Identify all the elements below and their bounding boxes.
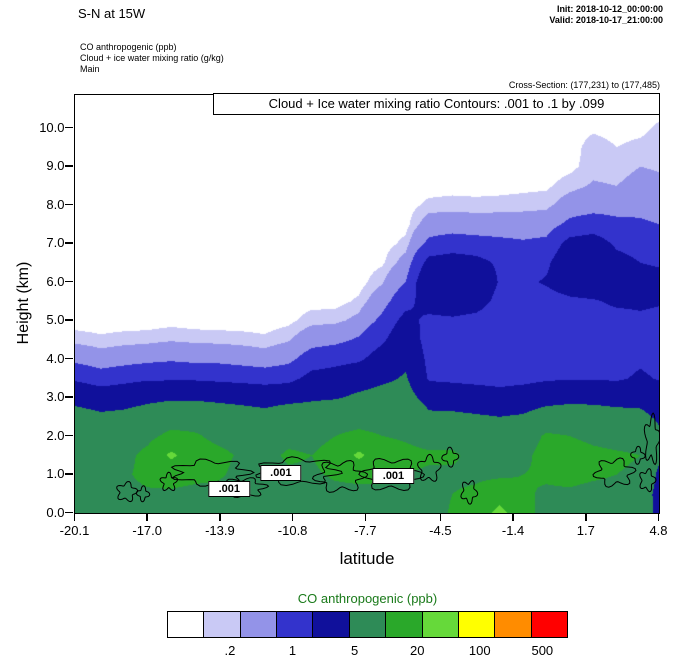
colorbar-label: 20: [409, 643, 425, 658]
cloud-contour-line: [135, 484, 150, 502]
y-tick-mark: [65, 242, 73, 244]
y-tick-label: 4.0: [46, 350, 65, 366]
y-tick-label: 2.0: [46, 427, 65, 443]
y-tick-label: 7.0: [46, 235, 65, 251]
cloud-contour-line: [643, 411, 659, 465]
x-tick-label: -17.0: [132, 522, 163, 538]
cloud-contour-line: [158, 471, 178, 491]
colorbar-cell: [385, 611, 423, 638]
field-list: CO anthropogenic (ppb) Cloud + ice water…: [80, 42, 224, 75]
contour-info-box: Cloud + Ice water mixing ratio Contours:…: [213, 93, 660, 115]
colorbar-cell: [239, 611, 278, 638]
y-tick-label: 3.0: [46, 389, 65, 405]
colorbar-cell: [348, 611, 387, 638]
plot-area: .001 .001 .001 Cloud + Ice water mixing ra…: [39, 93, 668, 538]
cloud-contour-overlay: [115, 411, 659, 505]
y-tick-label: 5.0: [46, 312, 65, 328]
init-time: Init: 2018-10-12_00:00:00: [556, 4, 663, 14]
colorbar-cell: [421, 611, 459, 638]
valid-time: Valid: 2018-10-17_21:00:00: [549, 15, 663, 25]
cloud-contour-line: [115, 480, 138, 502]
x-tick-label: -7.7: [354, 522, 377, 538]
y-tick-mark: [65, 473, 73, 475]
colorbar-cell: [457, 611, 496, 638]
cloud-contour-label: .001: [372, 467, 415, 484]
colorbar-label: .2: [224, 643, 236, 658]
x-tick-mark: [73, 514, 76, 521]
y-tick-mark: [65, 165, 73, 167]
y-tick-mark: [65, 203, 73, 206]
cloud-contour-line: [440, 446, 459, 468]
cloud-contour-label: .001: [208, 480, 250, 497]
x-tick-label: -4.5: [429, 522, 452, 538]
y-tick-mark: [65, 357, 73, 360]
x-tick-mark: [291, 514, 294, 521]
cloud-contour-line: [591, 456, 636, 488]
x-tick-mark: [219, 514, 221, 521]
colorbar-cell: [494, 611, 532, 638]
colorbar-cell: [167, 611, 205, 638]
page-title: S-N at 15W: [78, 6, 146, 21]
colorbar-title: CO anthropogenic (ppb): [297, 591, 438, 606]
x-tick-mark: [512, 514, 514, 521]
colorbar-label: 5: [351, 643, 359, 658]
y-tick-mark: [65, 434, 73, 437]
init-valid-block: Init: 2018-10-12_00:00:00 Valid: 2018-10…: [549, 4, 663, 26]
y-tick-label: 0.0: [46, 504, 65, 520]
y-tick-label: 9.0: [46, 158, 65, 174]
cloud-contour-line: [357, 457, 425, 491]
cloud-contour-line: [311, 459, 368, 493]
colorbar-cell: [203, 611, 241, 638]
y-tick-mark: [65, 511, 73, 514]
colorbar: [167, 611, 568, 638]
y-tick-label: 10.0: [39, 119, 65, 135]
y-tick-label: 6.0: [46, 273, 65, 289]
x-tick-label: -1.4: [501, 522, 525, 538]
colorbar-cell: [530, 611, 568, 638]
colorbar-cell: [276, 611, 314, 638]
cloud-contour-line: [416, 453, 442, 482]
colorbar-label: 100: [468, 643, 491, 658]
field-domain-label: Main: [80, 64, 100, 74]
colorbar-tick-labels: .2 1 5 20 100 500: [167, 643, 568, 659]
y-tick-mark: [65, 126, 73, 129]
y-tick-mark: [65, 319, 73, 321]
x-tick-label: -20.1: [59, 522, 90, 538]
x-tick-mark: [146, 514, 148, 521]
colorbar-label: 1: [288, 643, 297, 658]
x-tick-mark: [439, 514, 442, 521]
cloud-contour-label: .001: [260, 465, 302, 482]
x-tick-label: -10.8: [277, 522, 308, 538]
x-tick-label: -13.9: [205, 522, 235, 538]
co-filled-contour-canvas: [74, 94, 659, 513]
x-axis-label: latitude: [339, 549, 395, 568]
y-tick-mark: [65, 396, 73, 398]
x-tick-mark: [364, 514, 367, 521]
cloud-contour-line: [459, 479, 478, 505]
cloud-contour-line: [638, 467, 657, 492]
x-tick-mark: [585, 514, 587, 521]
y-tick-label: 8.0: [46, 196, 65, 212]
field-cloud-label: Cloud + ice water mixing ratio (g/kg): [80, 53, 224, 63]
y-tick-mark: [65, 280, 73, 283]
x-tick-label: 4.8: [649, 522, 668, 538]
cloud-contour-line: [629, 445, 646, 465]
colorbar-label: 500: [531, 643, 554, 658]
cross-section-info: Cross-Section: (177,231) to (177,485): [508, 80, 660, 90]
colorbar-cell: [312, 611, 350, 638]
x-tick-mark: [657, 514, 660, 521]
y-tick-label: 1.0: [46, 466, 65, 481]
y-axis-label: Height (km): [15, 261, 32, 345]
field-co-label: CO anthropogenic (ppb): [80, 42, 177, 52]
x-tick-label: 1.7: [576, 522, 595, 538]
